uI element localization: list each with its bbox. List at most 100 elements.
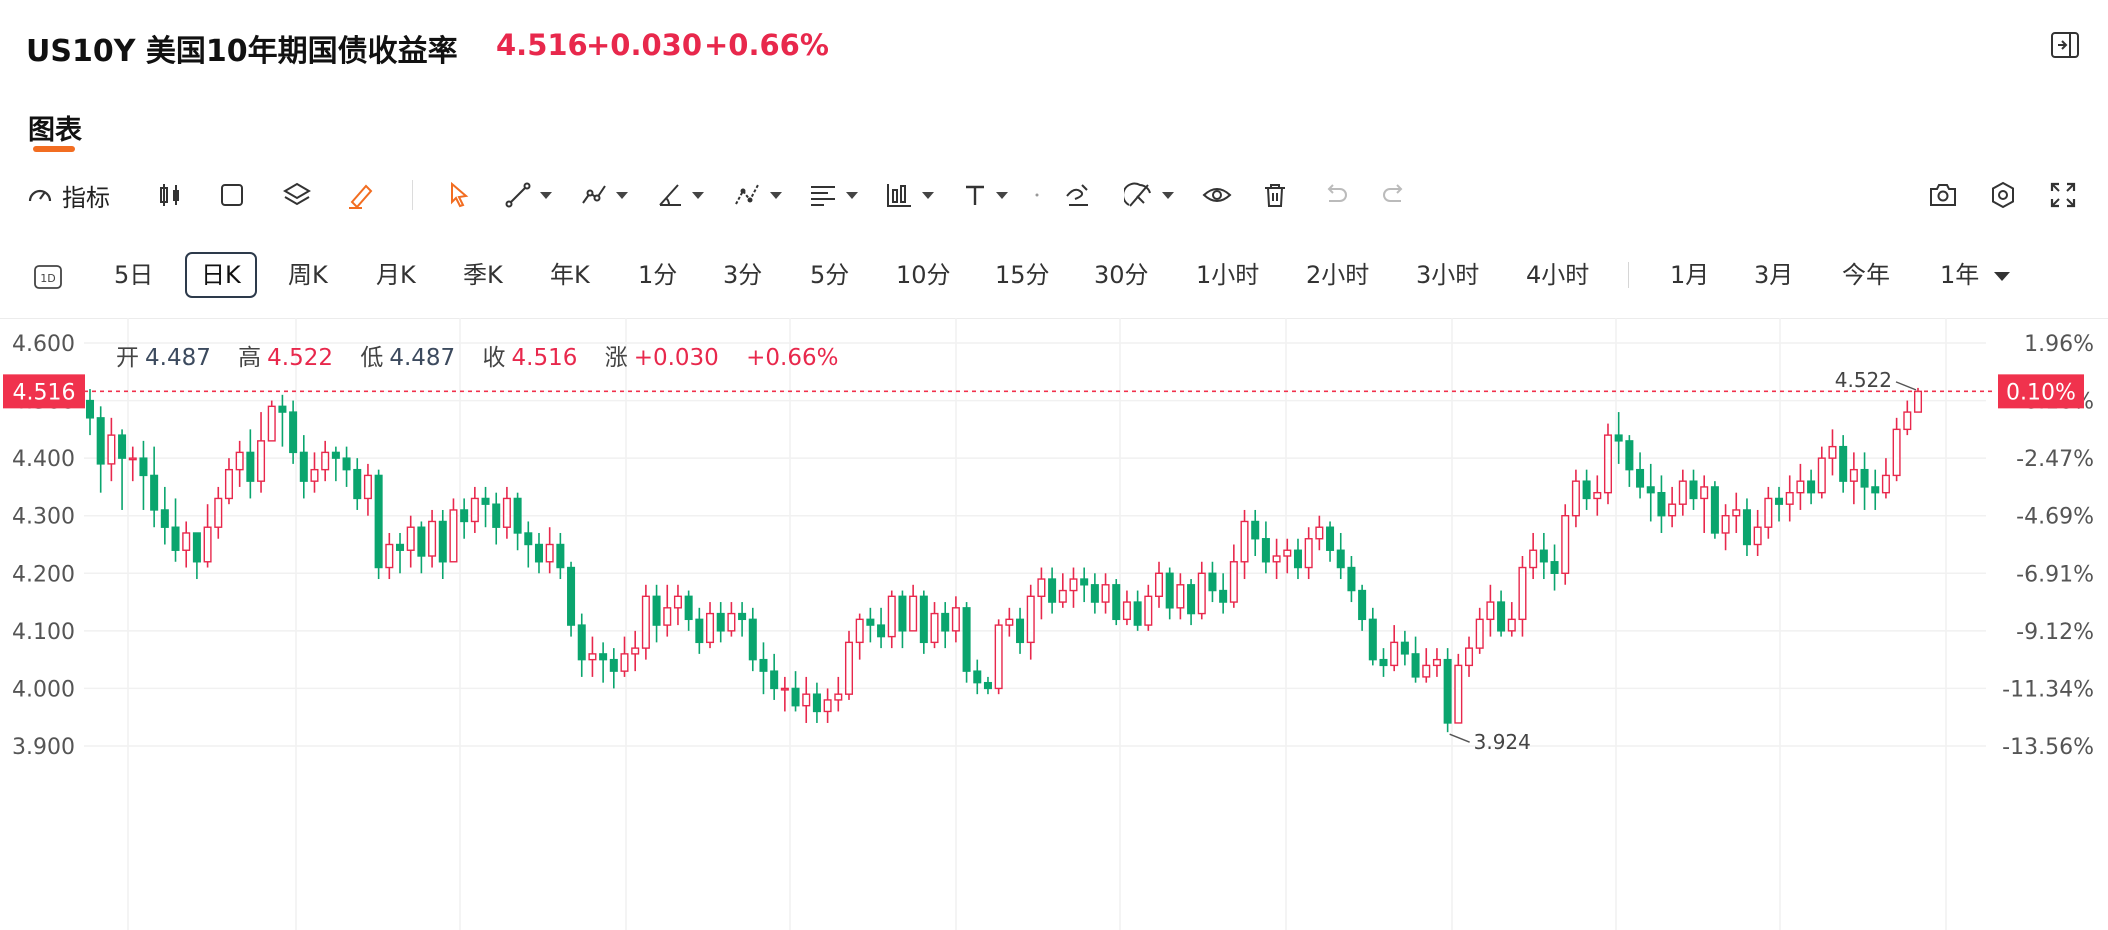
settings-button[interactable]	[1988, 172, 2018, 218]
undo-button[interactable]	[1320, 172, 1350, 218]
rectangle-icon	[221, 184, 243, 206]
candle-up	[1593, 491, 1602, 500]
candle-down	[770, 670, 779, 690]
candle-up	[887, 595, 896, 638]
fullscreen-button[interactable]	[2048, 172, 2078, 218]
chevron-down-icon[interactable]	[692, 191, 704, 199]
magnet-icon	[1124, 182, 1151, 207]
magnet-tool[interactable]	[1124, 172, 1174, 218]
candle-down	[1347, 566, 1356, 592]
instrument-title: US10Y 美国10年期国债收益率	[26, 34, 458, 69]
visibility-tool[interactable]	[1202, 172, 1232, 218]
period-1h[interactable]: 1小时	[1196, 261, 1260, 289]
period-3h[interactable]: 3小时	[1416, 261, 1480, 289]
period-ytd[interactable]: 今年	[1842, 261, 1890, 289]
chart-type-button[interactable]	[156, 172, 184, 218]
max-marker-line	[1895, 381, 1917, 391]
period-2h[interactable]: 2小时	[1306, 261, 1370, 289]
candle-down	[609, 658, 618, 672]
y-axis-tick-label: 4.300	[12, 505, 75, 530]
candle-down	[150, 474, 159, 511]
candle-up	[545, 543, 554, 563]
snapshot-button[interactable]	[1928, 172, 1958, 218]
chevron-down-icon[interactable]	[1994, 272, 2010, 281]
period-5min[interactable]: 5分	[810, 261, 850, 289]
pattern-tool[interactable]	[580, 172, 628, 218]
candle-down	[556, 543, 565, 569]
candle-down	[1860, 468, 1869, 488]
path-tool[interactable]	[732, 172, 782, 218]
chevron-down-icon[interactable]	[922, 191, 934, 199]
collapse-panel-icon[interactable]	[2050, 30, 2080, 60]
candle-series	[85, 387, 1923, 733]
candle-up	[1454, 664, 1463, 724]
candle-up	[1881, 474, 1890, 494]
candle-down	[1251, 520, 1260, 540]
highlighter-tool[interactable]	[346, 172, 376, 218]
chevron-down-icon[interactable]	[996, 191, 1008, 199]
trendline-tool[interactable]	[504, 172, 552, 218]
candle-down	[460, 509, 469, 523]
candle-down	[1582, 480, 1591, 500]
candle-up	[1272, 555, 1281, 563]
period-monthly[interactable]: 月K	[376, 261, 416, 289]
y-axis-tick-label: 4.400	[12, 447, 75, 472]
chevron-down-icon[interactable]	[770, 191, 782, 199]
candle-up	[1475, 618, 1484, 649]
chevron-down-icon[interactable]	[540, 191, 552, 199]
period-weekly[interactable]: 周K	[288, 261, 328, 289]
period-5d[interactable]: 5日	[114, 261, 154, 289]
candle-up	[470, 497, 479, 523]
brush-icon	[1066, 184, 1088, 206]
candle-up	[994, 624, 1003, 690]
period-daily[interactable]: 日K	[185, 252, 257, 298]
calendar-1d-icon[interactable]: 1D	[33, 263, 63, 291]
candle-up	[321, 451, 330, 471]
candle-up	[802, 693, 811, 707]
period-3min[interactable]: 3分	[723, 261, 763, 289]
candle-up	[1785, 491, 1794, 505]
trendline-icon	[505, 182, 531, 208]
period-1m-range[interactable]: 1月	[1670, 261, 1710, 289]
ohlc-high-label: 高	[238, 345, 262, 371]
candle-up	[909, 595, 918, 632]
period-selector: 1D 5日 日K 周K 月K 季K 年K 1分 3分 5分 10分 15分 30…	[0, 250, 2108, 300]
cursor-tool[interactable]	[446, 172, 472, 218]
candlestick-chart[interactable]: 4.6004.5004.4004.3004.2004.1004.0003.900…	[0, 318, 2108, 930]
candle-down	[374, 474, 383, 569]
period-1y[interactable]: 1年	[1940, 261, 1980, 289]
period-3m-range[interactable]: 3月	[1754, 261, 1794, 289]
layers-tool[interactable]	[282, 172, 312, 218]
candle-up	[1571, 480, 1580, 517]
chevron-down-icon[interactable]	[616, 191, 628, 199]
redo-button[interactable]	[1380, 172, 1410, 218]
candle-down	[171, 526, 180, 551]
delete-tool[interactable]	[1262, 172, 1288, 218]
chevron-down-icon[interactable]	[1162, 191, 1174, 199]
text-tool[interactable]	[962, 172, 1008, 218]
candle-down	[492, 503, 501, 528]
period-4h[interactable]: 4小时	[1526, 261, 1590, 289]
period-quarterly[interactable]: 季K	[463, 261, 503, 289]
chevron-down-icon[interactable]	[846, 191, 858, 199]
fib-tool[interactable]	[808, 172, 858, 218]
candle-down	[353, 468, 362, 500]
indicator-button[interactable]: 指标	[26, 172, 110, 218]
angle-tool[interactable]	[656, 172, 704, 218]
period-10min[interactable]: 10分	[896, 261, 951, 289]
tab-chart[interactable]: 图表	[28, 115, 82, 146]
brush-tool[interactable]	[1062, 172, 1092, 218]
period-30min[interactable]: 30分	[1094, 261, 1149, 289]
period-15min[interactable]: 15分	[995, 261, 1050, 289]
candle-up	[780, 687, 789, 691]
candle-down	[1400, 641, 1409, 655]
measure-tool[interactable]	[884, 172, 934, 218]
rectangle-tool[interactable]	[218, 172, 246, 218]
candle-up	[1764, 497, 1773, 528]
candle-up	[834, 693, 843, 701]
period-yearly[interactable]: 年K	[550, 261, 590, 289]
period-1min[interactable]: 1分	[638, 261, 678, 289]
candle-down	[395, 543, 405, 551]
candle-up	[1005, 618, 1014, 626]
candle-down	[1336, 549, 1345, 569]
